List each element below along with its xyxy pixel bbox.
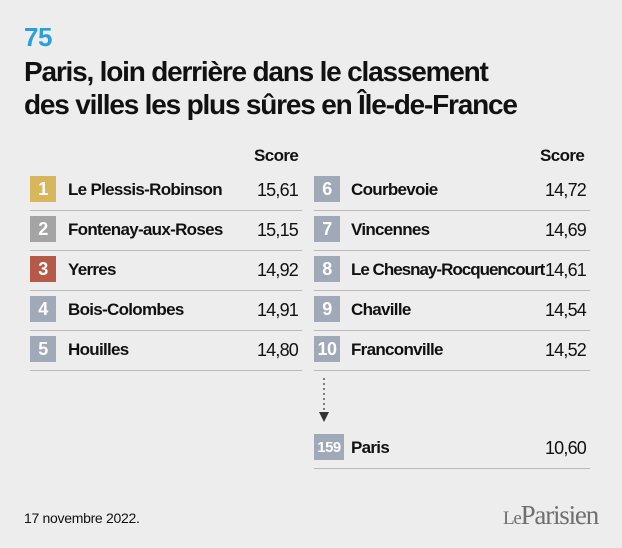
city-score: 14,69 [544,220,587,240]
ranking-row-10: 10 Franconville 14,52 [314,330,590,371]
rank-badge: 5 [30,336,56,362]
ranking-row-6: 6 Courbevoie 14,72 [314,170,590,211]
city-score: 14,72 [544,180,587,200]
city-name: Franconville [351,340,443,359]
rank-badge: 3 [30,256,56,282]
ranking-row-9: 9 Chaville 14,54 [314,290,590,331]
city-name: Le Chesnay-Rocquencourt [351,260,545,279]
city-name: Bois-Colombes [68,300,184,319]
rank-badge: 7 [314,216,340,242]
rank-badge: 10 [314,336,340,362]
page-title: Paris, loin derrière dans le classement … [24,55,584,121]
city-name: Fontenay-aux-Roses [68,220,223,239]
rank-badge: 4 [30,296,56,322]
ranking-row-5: 5 Houilles 14,80 [30,330,302,371]
city-name: Vincennes [351,220,430,239]
logo-le: Le [502,508,522,529]
city-score: 10,60 [544,438,587,458]
right-score-header: Score [540,146,585,165]
dotted-arrow-down-icon [319,378,329,422]
publication-date: 17 novembre 2022. [24,510,140,526]
title-line-2: des villes les plus sûres en Île-de-Fran… [24,89,518,120]
logo-name: Parisien [520,500,600,530]
rank-badge: 9 [314,296,340,322]
city-name: Courbevoie [351,180,438,199]
city-name: Houilles [68,340,129,359]
rank-badge: 1 [30,176,56,202]
left-score-header: Score [254,146,299,165]
city-score: 14,54 [544,300,587,320]
city-name: Le Plessis-Robinson [68,180,223,199]
ranking-row-4: 4 Bois-Colombes 14,91 [30,290,302,331]
rank-badge: 8 [314,256,340,282]
city-score: 14,80 [256,340,299,360]
ranking-row-1: 1 Le Plessis-Robinson 15,61 [30,170,302,211]
city-score: 14,52 [544,340,587,360]
ranking-row-2: 2 Fontenay-aux-Roses 15,15 [30,210,302,251]
rank-badge: 2 [30,216,56,242]
city-name: Chaville [351,300,411,319]
ranking-row-3: 3 Yerres 14,92 [30,250,302,291]
ranking-row-8: 8 Le Chesnay-Rocquencourt 14,61 [314,250,590,291]
ranking-row-7: 7 Vincennes 14,69 [314,210,590,251]
department-number: 75 [24,22,52,52]
city-score: 15,61 [256,180,299,200]
rank-badge: 6 [314,176,340,202]
rank-badge: 159 [314,434,344,460]
city-score: 15,15 [256,220,299,240]
city-name: Paris [351,438,390,457]
city-score: 14,92 [256,260,299,280]
le-parisien-logo: LeParisien [502,500,600,531]
ranking-row-paris: 159 Paris 10,60 [314,428,590,469]
city-score: 14,61 [544,260,587,280]
city-score: 14,91 [256,300,299,320]
city-name: Yerres [68,260,116,279]
title-line-1: Paris, loin derrière dans le classement [24,56,489,87]
